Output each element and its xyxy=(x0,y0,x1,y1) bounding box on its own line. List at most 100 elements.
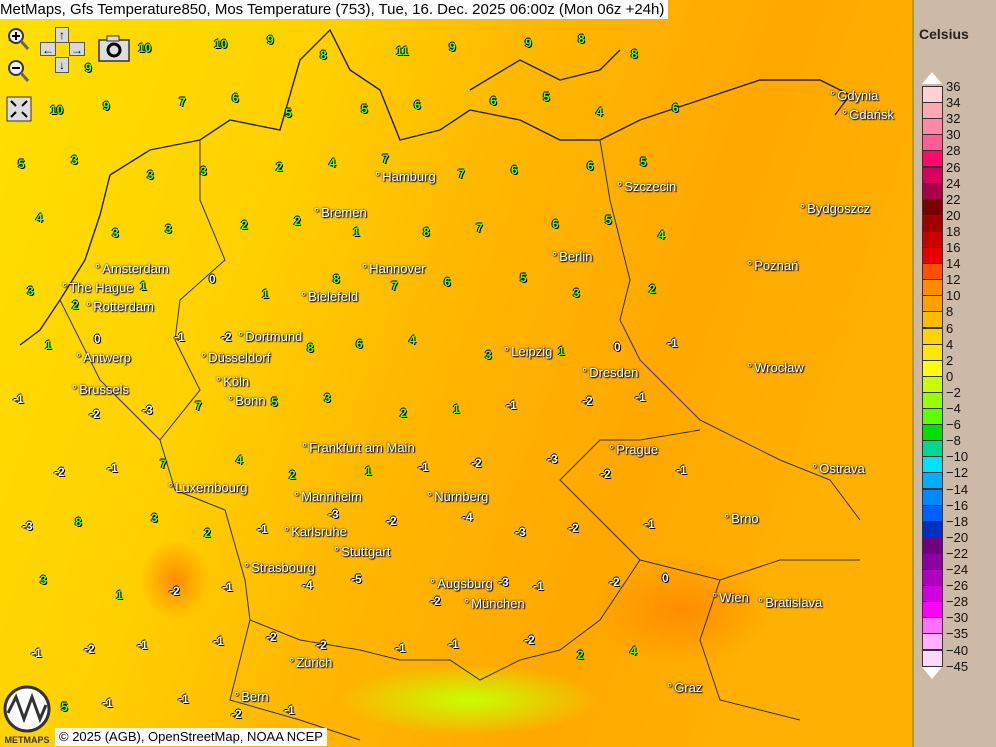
station-value: 6 xyxy=(414,98,421,112)
city-label[interactable]: The Hague xyxy=(62,281,133,295)
pan-down-button[interactable]: ↓ xyxy=(55,57,69,73)
legend-label: −16 xyxy=(946,497,969,513)
station-value: 3 xyxy=(147,168,154,182)
legend-swatch xyxy=(922,569,943,587)
legend-label: 12 xyxy=(946,272,961,288)
city-label[interactable]: München xyxy=(464,597,524,611)
station-value: 2 xyxy=(577,648,584,662)
pan-up-button[interactable]: ↑ xyxy=(55,27,69,43)
legend-swatch xyxy=(922,279,943,297)
pan-left-button[interactable]: ← xyxy=(40,42,56,57)
station-value: 7 xyxy=(160,457,167,471)
city-label[interactable]: Szczecin xyxy=(617,180,676,194)
city-label[interactable]: Bremen xyxy=(314,206,367,220)
legend-swatch xyxy=(922,102,943,120)
legend-label: −18 xyxy=(946,513,969,529)
city-label[interactable]: Düsseldorf xyxy=(201,351,270,365)
station-value: -2 xyxy=(54,465,65,479)
station-value: -1 xyxy=(222,580,233,594)
city-label[interactable]: Strasbourg xyxy=(244,561,315,575)
station-value: -3 xyxy=(328,507,339,521)
legend-swatch xyxy=(922,166,943,184)
city-label[interactable]: Stuttgart xyxy=(334,545,390,559)
pan-right-button[interactable]: → xyxy=(69,42,85,57)
city-label[interactable]: Hamburg xyxy=(375,170,435,184)
city-label[interactable]: Antwerp xyxy=(76,351,131,365)
station-value: 5 xyxy=(605,213,612,227)
city-label[interactable]: Bratislava xyxy=(758,596,822,610)
legend-label: −12 xyxy=(946,465,969,481)
station-value: -1 xyxy=(13,392,24,406)
station-value: 3 xyxy=(27,284,34,298)
station-value: -1 xyxy=(533,579,544,593)
city-label[interactable]: Rotterdam xyxy=(86,300,154,314)
city-label[interactable]: Zürich xyxy=(289,656,332,670)
legend-label: −2 xyxy=(946,384,961,400)
station-value: 8 xyxy=(631,47,638,61)
city-label[interactable]: Berlin xyxy=(552,250,592,264)
zoom-in-icon[interactable] xyxy=(6,26,30,52)
city-label[interactable]: Augsburg xyxy=(430,577,493,591)
city-label[interactable]: Luxembourg xyxy=(168,481,247,495)
station-value: 6 xyxy=(511,163,518,177)
city-label[interactable]: Graz xyxy=(667,681,702,695)
station-value: -2 xyxy=(84,642,95,656)
city-label[interactable]: Hannover xyxy=(362,262,425,276)
legend-swatch xyxy=(922,214,943,232)
city-label[interactable]: Wien xyxy=(712,591,749,605)
city-label[interactable]: Frankfurt am Main xyxy=(302,441,414,455)
city-label[interactable]: Karlsruhe xyxy=(284,525,347,539)
city-label[interactable]: Bielefeld xyxy=(301,290,358,304)
city-label[interactable]: Bydgoszcz xyxy=(800,202,870,216)
city-label[interactable]: Poznań xyxy=(747,259,798,273)
city-label[interactable]: Brussels xyxy=(72,383,129,397)
station-value: -2 xyxy=(430,594,441,608)
cold-area xyxy=(340,665,600,735)
city-label[interactable]: Leipzig xyxy=(504,345,552,359)
city-label[interactable]: Dortmund xyxy=(238,330,302,344)
legend-swatch xyxy=(922,504,943,522)
station-value: 0 xyxy=(209,272,216,286)
legend-label: 14 xyxy=(946,256,961,272)
station-value: -2 xyxy=(600,467,611,481)
station-value: 3 xyxy=(485,348,492,362)
station-value: 5 xyxy=(640,155,647,169)
station-value: 4 xyxy=(236,453,243,467)
station-value: 3 xyxy=(324,391,331,405)
city-label[interactable]: Gdynia xyxy=(830,89,878,103)
city-label[interactable]: Amsterdam xyxy=(95,262,168,276)
city-label[interactable]: Prague xyxy=(609,443,658,457)
legend-label: 18 xyxy=(946,223,961,239)
city-label[interactable]: Gdańsk xyxy=(842,108,894,122)
legend-swatch xyxy=(922,375,943,393)
camera-icon[interactable] xyxy=(98,34,130,62)
fullscreen-icon[interactable] xyxy=(6,96,32,122)
station-value: -1 xyxy=(448,637,459,651)
legend-label: 0 xyxy=(946,368,954,384)
legend-label: 24 xyxy=(946,175,961,191)
zoom-out-icon[interactable] xyxy=(6,58,30,84)
legend-swatch xyxy=(922,440,943,458)
legend-label: −28 xyxy=(946,594,969,610)
city-label[interactable]: Ostrava xyxy=(812,462,865,476)
city-label[interactable]: Wrocław xyxy=(747,361,804,375)
city-label[interactable]: Köln xyxy=(216,375,249,389)
legend-arrow-down xyxy=(922,666,942,679)
city-label[interactable]: Dresden xyxy=(582,366,638,380)
legend-label: −26 xyxy=(946,578,969,594)
city-label[interactable]: Bonn xyxy=(228,394,265,408)
station-value: 7 xyxy=(391,279,398,293)
station-value: -1 xyxy=(31,646,42,660)
legend-label: 32 xyxy=(946,111,961,127)
legend-label: −8 xyxy=(946,433,961,449)
station-value: 9 xyxy=(103,99,110,113)
city-label[interactable]: Nürnberg xyxy=(427,490,488,504)
city-label[interactable]: Mannheim xyxy=(294,490,362,504)
city-label[interactable]: Brno xyxy=(724,512,758,526)
station-value: 7 xyxy=(382,152,389,166)
legend-label: 10 xyxy=(946,288,961,304)
station-value: 8 xyxy=(320,48,327,62)
city-label[interactable]: Bern xyxy=(234,690,268,704)
legend-swatch xyxy=(922,150,943,168)
legend-swatch xyxy=(922,182,943,200)
